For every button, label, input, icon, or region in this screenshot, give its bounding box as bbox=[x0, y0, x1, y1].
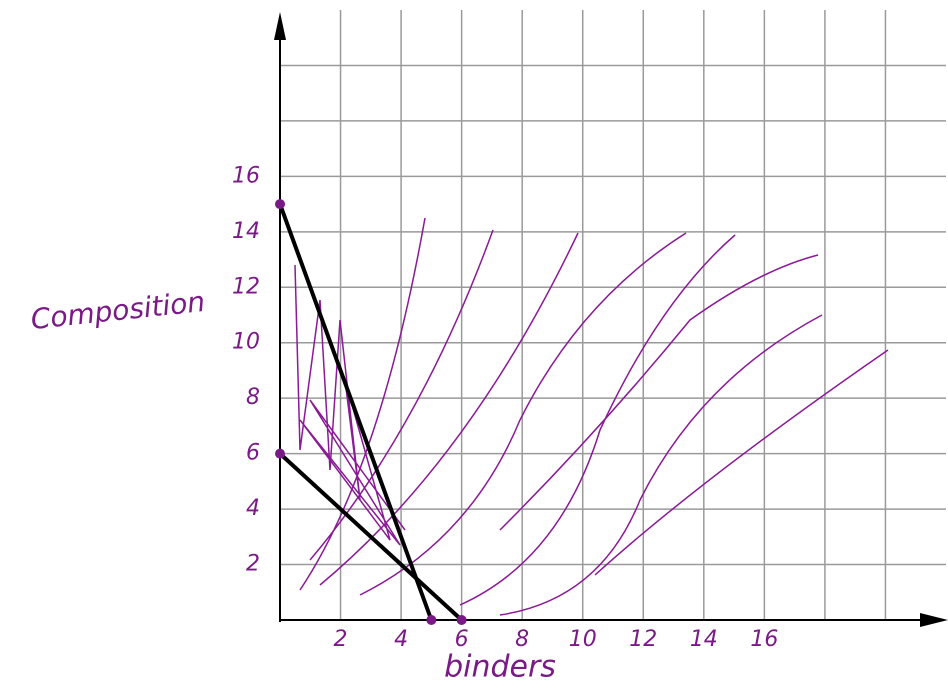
y-tick-label: 16 bbox=[232, 163, 260, 188]
point bbox=[426, 615, 436, 625]
x-tick-label: 12 bbox=[629, 627, 657, 652]
x-tick-label: 10 bbox=[569, 627, 597, 652]
point bbox=[275, 449, 285, 459]
y-axis-label: Composition bbox=[29, 285, 206, 336]
y-tick-label: 12 bbox=[232, 274, 260, 299]
hatch bbox=[300, 218, 425, 590]
y-tick-label: 8 bbox=[246, 385, 260, 410]
x-axis-label: binders bbox=[444, 650, 556, 685]
hatch bbox=[595, 350, 888, 575]
hatch bbox=[500, 315, 822, 615]
line bbox=[280, 204, 431, 620]
x-tick-label: 8 bbox=[515, 627, 529, 652]
page: {"chart_data": {"type": "line", "xlabel"… bbox=[0, 0, 948, 689]
y-tick-label: 2 bbox=[246, 552, 260, 577]
y-tick-label: 14 bbox=[232, 219, 260, 244]
y-tick-label: 10 bbox=[232, 330, 260, 355]
hatch bbox=[460, 235, 735, 605]
y-tick-label: 6 bbox=[246, 441, 260, 466]
x-tick-label: 14 bbox=[690, 627, 718, 652]
point bbox=[275, 199, 285, 209]
x-arrow bbox=[920, 613, 948, 627]
x-tick-label: 6 bbox=[455, 627, 469, 652]
y-tick-label: 4 bbox=[246, 496, 260, 521]
x-tick-label: 2 bbox=[334, 627, 348, 652]
hatch bbox=[500, 255, 818, 530]
x-tick-label: 16 bbox=[750, 627, 778, 652]
shading bbox=[295, 218, 888, 615]
x-tick-label: 4 bbox=[394, 627, 408, 652]
hatch bbox=[320, 233, 578, 585]
point bbox=[457, 615, 467, 625]
y-arrow bbox=[274, 12, 286, 40]
chart: binders Composition 2 4 6 8 10 12 14 16 2 4 6 8 10 12… bbox=[0, 0, 948, 689]
